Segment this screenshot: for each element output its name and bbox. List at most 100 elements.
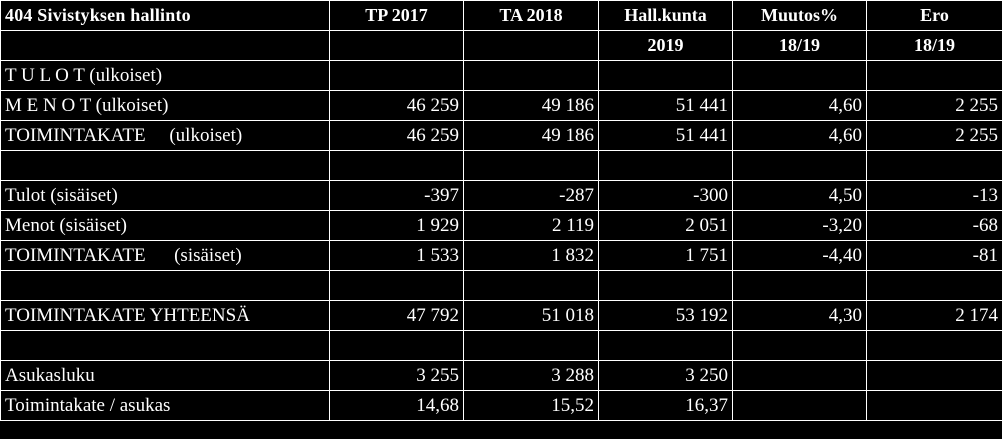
- table-row: Toimintakate / asukas 14,68 15,52 16,37: [0, 390, 1002, 421]
- header-cell-hallkunta-sub: 2019: [598, 30, 733, 61]
- cell-ero: [866, 360, 1002, 391]
- cell-tp2017: [329, 330, 464, 361]
- cell-hallkunta: [598, 330, 733, 361]
- cell-muutos: 4,30: [732, 300, 867, 331]
- cell-ta2018: 3 288: [463, 360, 599, 391]
- cell-ta2018: 49 186: [463, 90, 599, 121]
- cell-tp2017: 3 255: [329, 360, 464, 391]
- cell-muutos: [732, 150, 867, 181]
- cell-tp2017: -397: [329, 180, 464, 211]
- cell-tp2017: 14,68: [329, 390, 464, 421]
- header-cell-tp2017: TP 2017: [329, 0, 464, 31]
- cell-tp2017: [329, 60, 464, 91]
- cell-muutos: 4,50: [732, 180, 867, 211]
- cell-hallkunta: 51 441: [598, 90, 733, 121]
- cell-label: Toimintakate / asukas: [0, 390, 330, 421]
- header-cell-muutos-sub: 18/19: [732, 30, 867, 61]
- header-cell-unit: 404 Sivistyksen hallinto: [0, 0, 330, 31]
- cell-ero: [866, 150, 1002, 181]
- header-cell-ta2018-sub: [463, 30, 599, 61]
- cell-label: [0, 330, 330, 361]
- cell-ero: [866, 60, 1002, 91]
- cell-hallkunta: 2 051: [598, 210, 733, 241]
- cell-muutos: 4,60: [732, 120, 867, 151]
- cell-muutos: [732, 330, 867, 361]
- header-cell-ta2018: TA 2018: [463, 0, 599, 31]
- header-cell-hallkunta: Hall.kunta: [598, 0, 733, 31]
- cell-hallkunta: [598, 270, 733, 301]
- cell-hallkunta: 53 192: [598, 300, 733, 331]
- cell-tp2017: 46 259: [329, 120, 464, 151]
- header-cell-muutos: Muutos%: [732, 0, 867, 31]
- cell-ero: 2 174: [866, 300, 1002, 331]
- table-row: TOIMINTAKATE (ulkoiset) 46 259 49 186 51 44…: [0, 120, 1002, 151]
- cell-hallkunta: 3 250: [598, 360, 733, 391]
- table-row: TOIMINTAKATE (sisäiset) 1 533 1 832 1 751 -4…: [0, 240, 1002, 271]
- cell-ero: -68: [866, 210, 1002, 241]
- cell-ero: [866, 270, 1002, 301]
- cell-ta2018: -287: [463, 180, 599, 211]
- cell-hallkunta: 16,37: [598, 390, 733, 421]
- cell-ero: [866, 390, 1002, 421]
- cell-label: TOIMINTAKATE (sisäiset): [0, 240, 330, 271]
- cell-muutos: [732, 360, 867, 391]
- cell-tp2017: 1 533: [329, 240, 464, 271]
- table-body: T U L O T (ulkoiset) M E N O T (ulkoiset)…: [0, 60, 1002, 421]
- cell-ero: -81: [866, 240, 1002, 271]
- cell-label: TOIMINTAKATE YHTEENSÄ: [0, 300, 330, 331]
- header-cell-ero-sub: 18/19: [866, 30, 1002, 61]
- cell-ta2018: [463, 330, 599, 361]
- cell-ero: 2 255: [866, 90, 1002, 121]
- cell-label: M E N O T (ulkoiset): [0, 90, 330, 121]
- table-row: Tulot (sisäiset) -397 -287 -300 4,50 -13: [0, 180, 1002, 211]
- cell-label: Menot (sisäiset): [0, 210, 330, 241]
- cell-label: Tulot (sisäiset): [0, 180, 330, 211]
- cell-hallkunta: [598, 150, 733, 181]
- cell-label: [0, 150, 330, 181]
- cell-muutos: -4,40: [732, 240, 867, 271]
- cell-hallkunta: [598, 60, 733, 91]
- cell-tp2017: 46 259: [329, 90, 464, 121]
- header-cell-unit-sub: [0, 30, 330, 61]
- cell-tp2017: [329, 150, 464, 181]
- cell-label: [0, 270, 330, 301]
- cell-ta2018: [463, 60, 599, 91]
- table-row: T U L O T (ulkoiset): [0, 60, 1002, 91]
- header-row-2: 2019 18/19 18/19: [0, 30, 1002, 61]
- cell-ta2018: [463, 270, 599, 301]
- cell-muutos: [732, 60, 867, 91]
- cell-ta2018: 15,52: [463, 390, 599, 421]
- table-row: Menot (sisäiset) 1 929 2 119 2 051 -3,20 -68: [0, 210, 1002, 241]
- cell-ero: [866, 330, 1002, 361]
- cell-ta2018: 1 832: [463, 240, 599, 271]
- table-row: M E N O T (ulkoiset) 46 259 49 186 51 441 4,…: [0, 90, 1002, 121]
- cell-tp2017: 47 792: [329, 300, 464, 331]
- cell-label: TOIMINTAKATE (ulkoiset): [0, 120, 330, 151]
- cell-hallkunta: 1 751: [598, 240, 733, 271]
- cell-ta2018: 49 186: [463, 120, 599, 151]
- cell-label: Asukasluku: [0, 360, 330, 391]
- table-row: Asukasluku 3 255 3 288 3 250: [0, 360, 1002, 391]
- header-cell-ero: Ero: [866, 0, 1002, 31]
- cell-tp2017: [329, 270, 464, 301]
- cell-hallkunta: 51 441: [598, 120, 733, 151]
- cell-muutos: -3,20: [732, 210, 867, 241]
- cell-ta2018: 2 119: [463, 210, 599, 241]
- header-row-1: 404 Sivistyksen hallinto TP 2017 TA 2018…: [0, 0, 1002, 31]
- cell-tp2017: 1 929: [329, 210, 464, 241]
- table-row: [0, 330, 1002, 361]
- cell-muutos: [732, 390, 867, 421]
- cell-label: T U L O T (ulkoiset): [0, 60, 330, 91]
- cell-ta2018: 51 018: [463, 300, 599, 331]
- cell-muutos: [732, 270, 867, 301]
- table-row: [0, 270, 1002, 301]
- budget-table: 404 Sivistyksen hallinto TP 2017 TA 2018…: [0, 0, 1002, 421]
- cell-ta2018: [463, 150, 599, 181]
- header-cell-tp2017-sub: [329, 30, 464, 61]
- table-row: TOIMINTAKATE YHTEENSÄ 47 792 51 018 53 192 4…: [0, 300, 1002, 331]
- cell-ero: 2 255: [866, 120, 1002, 151]
- table-row: [0, 150, 1002, 181]
- cell-muutos: 4,60: [732, 90, 867, 121]
- cell-hallkunta: -300: [598, 180, 733, 211]
- cell-ero: -13: [866, 180, 1002, 211]
